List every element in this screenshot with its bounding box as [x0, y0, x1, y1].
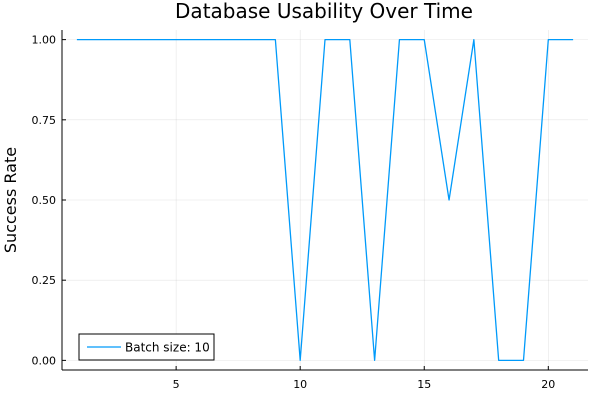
y-tick-label-3: 0.75 — [32, 114, 57, 127]
series-point-0-9 — [299, 359, 301, 361]
series-point-0-2 — [126, 39, 128, 41]
series-line-0 — [76, 38, 574, 362]
series-point-0-10 — [324, 39, 326, 41]
series-point-0-16 — [473, 39, 475, 41]
x-tick-label-3: 20 — [541, 378, 555, 391]
y-tick-label-0: 0.00 — [32, 354, 57, 367]
y-tick-label-2: 0.50 — [32, 194, 57, 207]
series-point-0-11 — [349, 39, 351, 41]
x-tick-label-2: 15 — [417, 378, 431, 391]
series-point-0-4 — [175, 39, 177, 41]
tick-labels: 5 10 15 20 0.00 0.25 0.50 0.75 1.00 — [32, 34, 556, 391]
series-point-0-15 — [448, 199, 450, 201]
series-point-0-17 — [498, 359, 500, 361]
legend-label: Batch size: 10 — [125, 341, 210, 355]
series-point-0-7 — [250, 39, 252, 41]
series-point-0-0 — [76, 39, 78, 41]
legend: Batch size: 10 — [78, 333, 215, 361]
series-point-0-19 — [547, 39, 549, 41]
series-point-0-6 — [225, 39, 227, 41]
axes-frame — [61, 30, 588, 371]
x-tick-label-1: 10 — [293, 378, 307, 391]
series-point-0-14 — [423, 39, 425, 41]
y-axis-label: Success Rate — [1, 147, 20, 253]
y-tick-label-1: 0.25 — [32, 274, 57, 287]
series-point-0-12 — [374, 359, 376, 361]
chart-title: Database Usability Over Time — [175, 0, 473, 23]
series-lines — [76, 38, 574, 362]
series-point-0-20 — [572, 39, 574, 41]
series-point-0-5 — [200, 39, 202, 41]
series-point-0-13 — [399, 39, 401, 41]
series-point-0-3 — [150, 39, 152, 41]
series-point-0-1 — [101, 39, 103, 41]
series-point-0-8 — [274, 39, 276, 41]
y-tick-label-4: 1.00 — [32, 34, 57, 47]
x-tick-label-0: 5 — [173, 378, 180, 391]
series-point-0-18 — [523, 359, 525, 361]
